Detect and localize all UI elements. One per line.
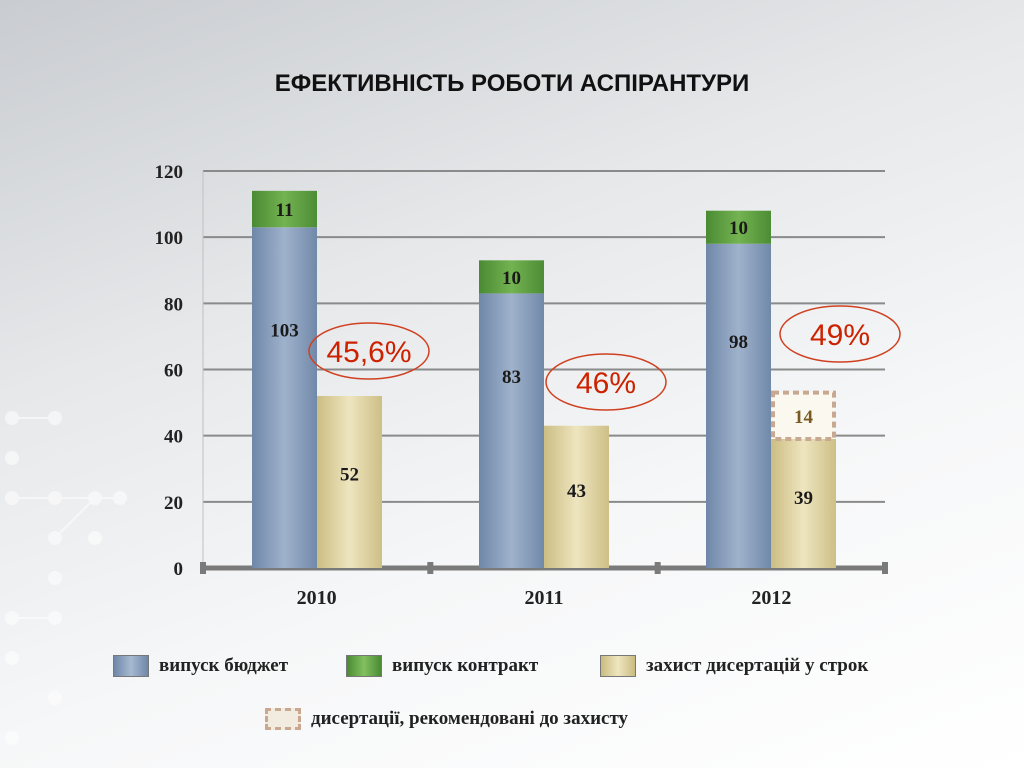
x-tick-label-2011: 2011 [525, 587, 564, 609]
annotation-ellipse-2010 [308, 322, 430, 380]
bar-defense-2010 [317, 395, 382, 568]
bar-budget-2011 [479, 293, 544, 568]
legend-label-budget: випуск бюджет [159, 655, 289, 676]
data-label-defense-2012: 39 [794, 488, 813, 509]
annotation-ellipse-2012 [779, 305, 901, 363]
bar-recommended-2012 [771, 390, 836, 441]
decorative-dots [5, 411, 127, 745]
bar-contract-2011 [479, 260, 544, 294]
data-label-defense-2010: 52 [340, 464, 359, 485]
data-label-budget-2011: 83 [502, 367, 521, 388]
data-label-recommended-2012: 14 [794, 407, 814, 428]
chart-title: ЕФЕКТИВНІСТЬ РОБОТИ АСПІРАНТУРИ [274, 70, 750, 97]
bar-budget-2010 [252, 227, 317, 568]
data-label-budget-2012: 98 [729, 332, 748, 353]
legend-swatch-contract [346, 655, 382, 677]
legend-swatch-defense [600, 655, 636, 677]
y-tick-label: 20 [164, 493, 183, 514]
legend-item-contract: випуск контракт [346, 655, 538, 677]
y-tick-label: 80 [164, 294, 183, 315]
legend-item-recommended: дисертації, рекомендовані до захисту [265, 708, 628, 730]
y-tick-label: 120 [155, 162, 184, 183]
data-label-contract-2010: 11 [276, 200, 294, 221]
data-label-contract-2012: 10 [729, 218, 748, 239]
bar-contract-2010 [252, 190, 317, 228]
data-label-budget-2010: 103 [270, 320, 299, 341]
data-label-defense-2011: 43 [567, 481, 586, 502]
annotation-percent-2012: 49% [810, 319, 870, 352]
legend-swatch-recommended [265, 708, 301, 730]
bar-chart: 0 20 40 60 80 100 120 103 11 52 2010 83 10 43 2011 98 10… [155, 162, 901, 609]
bar-budget-2012 [706, 243, 771, 569]
legend-label-defense: захист дисертацій у строк [646, 655, 869, 676]
y-tick-label: 60 [164, 361, 183, 382]
legend-item-budget: випуск бюджет [113, 655, 288, 677]
y-tick-label: 40 [164, 427, 183, 448]
bar-contract-2012 [706, 210, 771, 244]
legend-label-contract: випуск контракт [392, 655, 539, 676]
bar-defense-2012 [771, 438, 836, 568]
bar-defense-2011 [544, 425, 609, 568]
legend-swatch-budget [113, 655, 149, 677]
annotation-percent-2010: 45,6% [326, 336, 411, 369]
annotation-ellipse-2011 [545, 353, 667, 411]
y-tick-label: 100 [155, 228, 184, 249]
x-tick-label-2010: 2010 [297, 587, 337, 609]
annotation-percent-2011: 46% [576, 367, 636, 400]
legend-item-defense: захист дисертацій у строк [600, 655, 868, 677]
legend-label-recommended: дисертації, рекомендовані до захисту [311, 708, 629, 729]
y-tick-label: 0 [174, 559, 184, 580]
x-tick-label-2012: 2012 [751, 587, 791, 609]
data-label-contract-2011: 10 [502, 268, 521, 289]
